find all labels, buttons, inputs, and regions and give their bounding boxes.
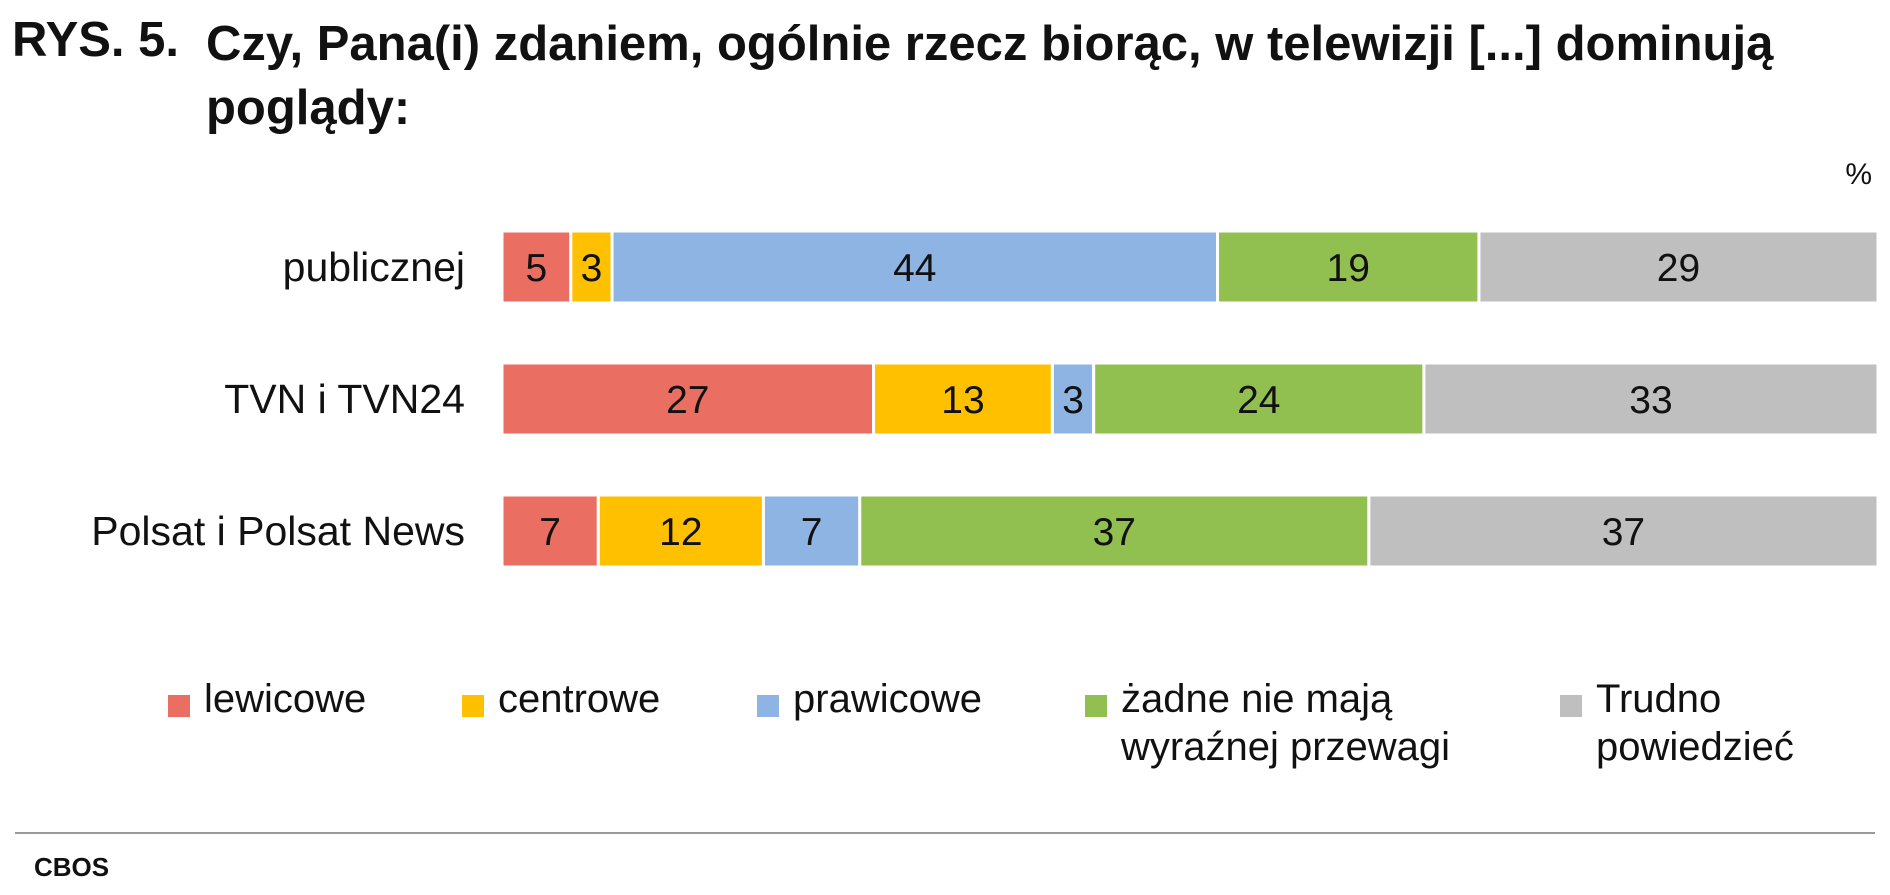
- data-label: 19: [1327, 247, 1370, 290]
- data-label: 24: [1237, 379, 1280, 422]
- chart-legend: lewicowe centrowe prawicowe żadne nie mają w…: [0, 675, 1890, 795]
- title-text: Czy, Pana(i) zdaniem, ogólnie rzecz bior…: [206, 17, 1774, 135]
- legend-label-line: lewicowe: [204, 677, 367, 721]
- legend-item: lewicowe: [168, 675, 366, 723]
- data-label: 27: [666, 379, 709, 422]
- legend-label: Trudno powiedzieć: [1596, 675, 1794, 771]
- category-label: publicznej: [283, 244, 465, 290]
- legend-label-line: żadne nie mają: [1121, 677, 1393, 721]
- bar-segment: [1422, 361, 1880, 437]
- data-label: 3: [581, 247, 603, 290]
- bar-segment: [610, 229, 1220, 305]
- data-label: 44: [893, 247, 936, 290]
- legend-label-line: centrowe: [498, 677, 661, 721]
- legend-item: centrowe: [462, 675, 660, 723]
- legend-label: centrowe: [498, 675, 660, 723]
- data-label: 29: [1657, 247, 1700, 290]
- bar-segment: [1092, 361, 1426, 437]
- figure-number: RYS. 5.: [12, 13, 180, 67]
- legend-label-line: powiedzieć: [1596, 725, 1794, 769]
- bar-segment: [1216, 229, 1481, 305]
- bar-segment: [761, 493, 862, 569]
- legend-swatch: [168, 695, 190, 717]
- legend-label: lewicowe: [204, 675, 366, 723]
- legend-swatch: [757, 695, 779, 717]
- bar-segment: [1367, 493, 1880, 569]
- legend-item: prawicowe: [757, 675, 982, 723]
- footer-divider: [15, 832, 1875, 834]
- data-label: 3: [1062, 379, 1084, 422]
- legend-label-line: Trudno: [1596, 677, 1722, 721]
- category-label: TVN i TVN24: [224, 376, 465, 422]
- bar-segment: [1477, 229, 1880, 305]
- legend-swatch: [462, 695, 484, 717]
- legend-label: żadne nie mają wyraźnej przewagi: [1121, 675, 1450, 771]
- data-label: 12: [659, 511, 702, 554]
- data-label: 7: [539, 511, 561, 554]
- bar-segment: [872, 361, 1054, 437]
- legend-item: Trudno powiedzieć: [1560, 675, 1794, 771]
- legend-label: prawicowe: [793, 675, 982, 723]
- bar-segment: [500, 493, 600, 569]
- data-label: 37: [1602, 511, 1645, 554]
- bar-segment: [500, 361, 876, 437]
- legend-item: żadne nie mają wyraźnej przewagi: [1085, 675, 1450, 771]
- legend-label-line: wyraźnej przewagi: [1121, 725, 1451, 769]
- data-label: 33: [1629, 379, 1672, 422]
- bar-segment: [569, 229, 614, 305]
- legend-swatch: [1085, 695, 1107, 717]
- legend-swatch: [1560, 695, 1582, 717]
- data-label: 13: [941, 379, 984, 422]
- data-label: 37: [1093, 511, 1136, 554]
- unit-label: %: [1845, 158, 1872, 191]
- data-label: 5: [526, 247, 548, 290]
- source-label: CBOS: [34, 852, 110, 882]
- data-label: 7: [801, 511, 823, 554]
- category-label: Polsat i Polsat News: [91, 508, 465, 554]
- legend-label-line: prawicowe: [793, 677, 982, 721]
